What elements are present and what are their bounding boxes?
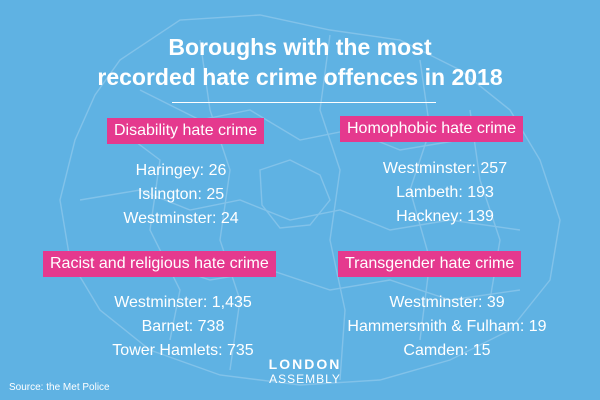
title-divider (172, 102, 436, 103)
source-note: Source: the Met Police (9, 382, 110, 393)
title-line-1: Boroughs with the most (168, 34, 432, 60)
homophobic-heading: Homophobic hate crime (340, 116, 523, 142)
list-item: Lambeth: 193 (396, 184, 494, 201)
list-item: Barnet: 738 (141, 318, 225, 335)
list-item: Camden: 15 (403, 342, 491, 359)
racist-religious-heading: Racist and religious hate crime (43, 251, 276, 277)
transgender-list: Westminster: 39 Hammersmith & Fulham: 19… (312, 291, 582, 363)
list-item: Westminster: 257 (382, 160, 508, 177)
list-item: Hammersmith & Fulham: 19 (347, 318, 547, 335)
disability-list: Haringey: 26 Islington: 25 Westminster: … (46, 159, 316, 231)
list-item: Westminster: 24 (123, 210, 239, 227)
list-item: Haringey: 26 (135, 162, 227, 179)
list-item: Hackney: 139 (396, 208, 494, 225)
list-item: Westminster: 1,435 (114, 294, 252, 311)
list-item: Westminster: 39 (389, 294, 505, 311)
disability-heading: Disability hate crime (107, 118, 265, 144)
transgender-heading: Transgender hate crime (338, 251, 522, 277)
logo-line-1: LONDON (268, 356, 342, 372)
logo-line-2: ASSEMBLY (269, 372, 341, 386)
london-assembly-logo: LONDON ASSEMBLY (250, 356, 360, 386)
racist-religious-list: Westminster: 1,435 Barnet: 738 Tower Ham… (48, 291, 318, 363)
list-item: Tower Hamlets: 735 (112, 342, 254, 359)
homophobic-list: Westminster: 257 Lambeth: 193 Hackney: 1… (310, 157, 580, 229)
list-item: Islington: 25 (137, 186, 225, 203)
title-line-2: recorded hate crime offences in 2018 (97, 64, 503, 90)
